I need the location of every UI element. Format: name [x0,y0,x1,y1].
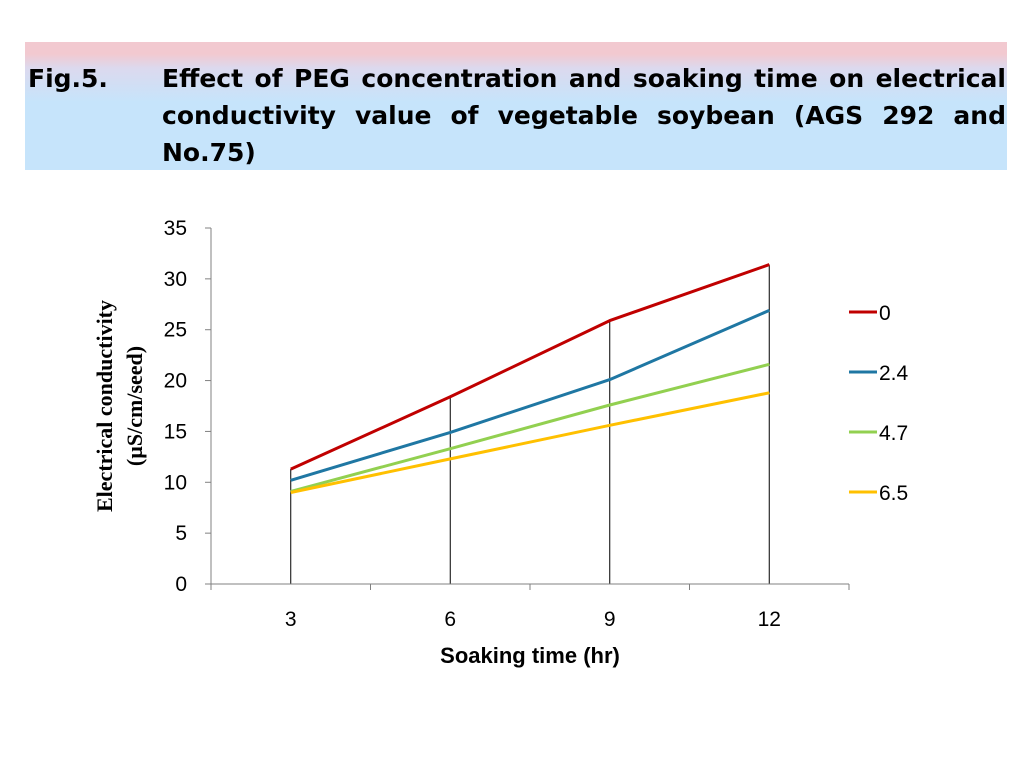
drop-lines [290,264,770,584]
axis-labels: 0 5 10 15 20 25 30 35 3 6 9 12 Soaking time (hr) Elec… [92,217,781,668]
chart-legend: 0 2.4 4.7 6.5 [849,302,909,505]
y-tick-label: 15 [164,420,187,443]
figure-label: Fig.5. [28,64,108,93]
chart-axes [205,227,850,590]
legend-label: 4.7 [879,422,908,445]
legend-label: 0 [879,302,891,325]
y-axis-title-line: Electrical conductivity [92,300,117,512]
x-tick-label: 9 [604,608,616,631]
y-tick-label: 30 [164,268,187,291]
y-tick-label: 35 [164,217,187,240]
x-tick-label: 12 [758,608,781,631]
chart-series [290,263,770,494]
title-banner [25,42,1007,170]
y-axis-title: Electrical conductivity (µS/cm/seed) [92,300,147,512]
x-tick-label: 3 [285,608,297,631]
y-tick-label: 20 [164,370,187,393]
y-tick-label: 5 [175,522,187,545]
y-axis-title-line: (µS/cm/seed) [122,346,147,466]
series-line-0 [290,263,770,471]
series-line-4.7 [290,362,770,493]
series-line-6.5 [290,391,770,494]
x-tick-label: 6 [444,608,456,631]
series-line-2.4 [290,309,770,482]
y-tick-label: 25 [164,319,187,342]
legend-label: 6.5 [879,482,908,505]
x-axis-title: Soaking time (hr) [440,643,620,668]
y-tick-label: 10 [164,471,187,494]
figure-caption: Effect of PEG concentration and soaking … [162,64,1006,167]
y-tick-label: 0 [175,573,187,596]
legend-label: 2.4 [879,362,909,385]
